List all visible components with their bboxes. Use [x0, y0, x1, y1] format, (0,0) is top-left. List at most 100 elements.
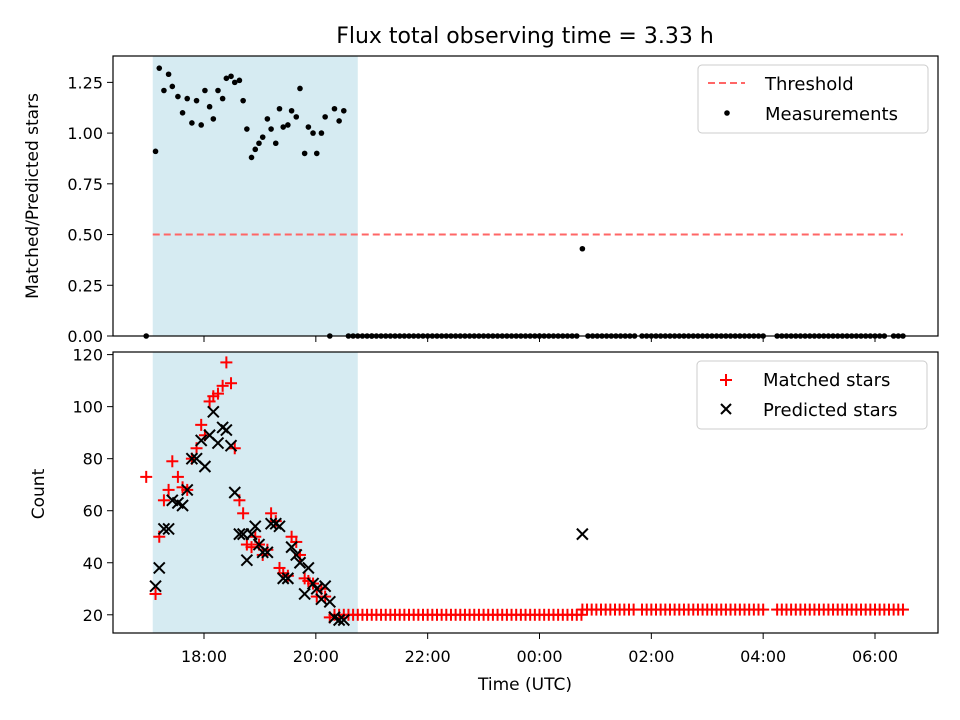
- measurement-point: [340, 107, 347, 114]
- predicted-star-marker: [290, 548, 303, 562]
- measurement-point: [244, 126, 250, 132]
- measurement-point: [305, 124, 312, 130]
- x-tick-label: 04:00: [740, 647, 786, 666]
- predicted-star-marker: [149, 579, 162, 593]
- measurement-point: [293, 114, 300, 120]
- matched-star-marker: [166, 455, 179, 468]
- predicted-star-marker: [285, 540, 298, 554]
- measurement-point: [313, 150, 320, 157]
- measurement-point: [256, 140, 262, 147]
- bottom-y-tick-label: 40: [83, 554, 103, 573]
- measurement-point: [179, 110, 186, 116]
- predicted-star-marker: [249, 520, 262, 533]
- measurement-point: [579, 245, 586, 252]
- legend-predicted-label: Predicted stars: [763, 400, 897, 421]
- matched-star-marker: [265, 507, 278, 520]
- bottom-panel: 20 40 60 80 100 120 18:00 20:00 22:00 00:00 02:00…: [29, 346, 939, 695]
- predicted-star-marker: [256, 546, 269, 559]
- predicted-star-marker: [194, 434, 208, 447]
- measurement-point: [272, 140, 279, 147]
- bottom-y-ticks: 20 40 60 80 100 120: [72, 346, 113, 625]
- measurement-point: [193, 97, 200, 104]
- predicted-star-marker: [224, 439, 238, 452]
- measurement-point: [268, 126, 274, 132]
- matched-star-marker: [225, 377, 238, 390]
- x-tick-label: 20:00: [293, 647, 339, 666]
- bottom-y-tick-label: 100: [72, 398, 103, 417]
- bottom-y-tick-label: 80: [83, 450, 103, 469]
- predicted-star-marker: [240, 553, 254, 567]
- predicted-star-marker: [281, 572, 295, 585]
- measurement-point: [206, 103, 213, 110]
- legend-matched-label: Matched stars: [763, 370, 890, 391]
- top-y-tick-label: 0.50: [67, 226, 103, 245]
- top-y-tick-label: 1.00: [67, 124, 103, 143]
- top-y-tick-label: 0.25: [67, 276, 103, 295]
- predicted-star-marker: [162, 522, 175, 536]
- bottom-y-tick-label: 20: [83, 606, 103, 625]
- measurement-point: [259, 134, 266, 140]
- measurement-point: [288, 107, 295, 114]
- matched-star-marker: [140, 470, 153, 483]
- measurement-point: [231, 79, 238, 86]
- top-y-axis-label: Matched/Predicted stars: [23, 93, 43, 299]
- measurement-point: [198, 122, 205, 128]
- top-axes-frame: [112, 55, 939, 337]
- predicted-star-marker: [198, 460, 212, 473]
- measurement-point: [322, 114, 328, 120]
- legend-measurement-swatch: [724, 110, 730, 116]
- matched-star-marker: [195, 418, 208, 431]
- measurement-point: [169, 83, 176, 90]
- bottom-legend: Matched stars Predicted stars: [696, 360, 928, 430]
- x-tick-label: 22:00: [405, 647, 451, 666]
- predicted-star-marker: [181, 483, 194, 497]
- predicted-star-marker: [233, 527, 246, 541]
- measurement-point: [297, 85, 303, 92]
- matched-star-marker: [157, 494, 170, 507]
- bottom-y-tick-label: 60: [83, 502, 103, 521]
- predicted-star-marker: [245, 527, 258, 541]
- x-tick-label: 02:00: [628, 647, 674, 666]
- measurement-point: [301, 150, 308, 157]
- predicted-star-marker: [298, 587, 311, 601]
- measurement-point: [210, 116, 217, 122]
- top-shaded-span: [152, 56, 358, 336]
- measurement-point: [161, 87, 167, 94]
- matched-star-marker: [757, 603, 770, 616]
- measurement-point: [310, 130, 316, 136]
- measurement-point: [228, 73, 234, 80]
- predicted-star-marker: [306, 577, 320, 590]
- bottom-x-ticks: 18:00 20:00 22:00 00:00 02:00 04:00 06:00: [181, 633, 898, 666]
- legend-predicted-swatch: [720, 403, 732, 415]
- top-panel: 0.00 0.25 0.50 0.75 1.00 1.25 Matched/Predict…: [23, 55, 939, 346]
- predicted-star-marker: [302, 561, 315, 575]
- top-y-tick-label: 0.75: [67, 175, 103, 194]
- predicted-star-marker: [318, 579, 332, 593]
- predicted-star-marker: [153, 561, 166, 575]
- top-y-ticks: 0.00 0.25 0.50 0.75 1.00 1.25: [67, 73, 113, 346]
- bottom-legend-box: [696, 360, 928, 430]
- predicted-star-marker: [310, 582, 323, 595]
- x-axis-label: Time (UTC): [477, 675, 572, 695]
- x-tick-label: 18:00: [181, 647, 227, 666]
- predicted-star-marker: [220, 423, 233, 437]
- predicted-star-marker: [293, 556, 307, 569]
- top-legend-box: [697, 64, 929, 134]
- measurement-point: [165, 71, 172, 78]
- bottom-axes-frame: [112, 351, 939, 634]
- top-y-tick-label: 1.25: [67, 73, 103, 92]
- measurement-point: [184, 95, 191, 102]
- matched-star-marker: [211, 387, 224, 400]
- predicted-star-marker: [176, 499, 189, 512]
- measurement-point: [280, 124, 287, 130]
- measurement-point: [264, 116, 271, 122]
- measurement-point: [336, 118, 342, 124]
- predicted-star-marker: [323, 595, 337, 608]
- predicted-star-marker: [277, 572, 290, 585]
- legend-measurements-label: Measurements: [765, 104, 898, 125]
- matched-star-marker: [171, 470, 184, 483]
- predicted-star-marker: [264, 517, 278, 530]
- x-tick-label: 00:00: [516, 647, 562, 666]
- matched-star-marker: [896, 603, 909, 616]
